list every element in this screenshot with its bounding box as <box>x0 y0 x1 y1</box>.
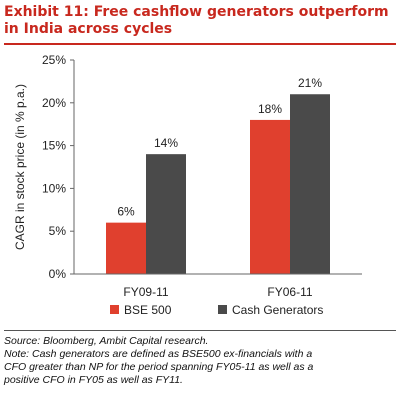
y-tick-label: 0% <box>49 267 67 281</box>
chart-notes: Source: Bloomberg, Ambit Capital researc… <box>4 335 398 387</box>
y-tick-label: 10% <box>42 181 66 195</box>
note-line-1: Note: Cash generators are defined as BSE… <box>4 348 313 360</box>
data-label: 6% <box>117 205 135 219</box>
x-tick-label: FY09-11 <box>123 285 168 299</box>
legend-label: Cash Generators <box>232 303 323 317</box>
y-tick-label: 25% <box>42 53 66 67</box>
legend-swatch <box>110 305 119 314</box>
footer-divider <box>4 330 396 331</box>
x-tick-label: FY06-11 <box>267 285 312 299</box>
y-tick-label: 20% <box>42 96 66 110</box>
y-tick-label: 15% <box>42 139 66 153</box>
exhibit-title: Exhibit 11: Free cashflow generators out… <box>4 4 389 37</box>
title-divider <box>4 43 396 45</box>
bar-cash-generators-fy09-11 <box>146 154 186 274</box>
data-label: 21% <box>298 76 322 90</box>
data-label: 18% <box>258 102 282 116</box>
note-line-3: positive CFO in FY05 as well as FY11. <box>4 374 183 386</box>
data-label: 14% <box>154 136 178 150</box>
source-line: Source: Bloomberg, Ambit Capital researc… <box>4 335 209 347</box>
bar-cash-generators-fy06-11 <box>290 94 330 274</box>
bar-bse-500-fy09-11 <box>106 222 146 274</box>
note-line-2: CFO greater than NP for the period spann… <box>4 361 314 373</box>
bar-chart: CAGR in stock price (in % p.a.) 0% 5% 10% 1… <box>13 53 362 317</box>
bar-bse-500-fy06-11 <box>250 119 290 274</box>
legend-swatch <box>218 305 227 314</box>
y-axis-label: CAGR in stock price (in % p.a.) <box>13 84 27 250</box>
legend-label: BSE 500 <box>124 303 172 317</box>
y-tick-label: 5% <box>49 224 67 238</box>
